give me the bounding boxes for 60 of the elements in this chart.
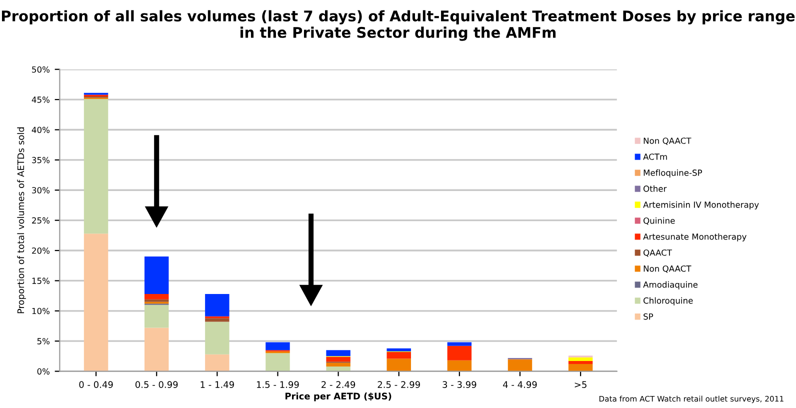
x-tick-label: 0.5 - 0.99 (135, 381, 178, 388)
bar (205, 322, 230, 354)
bar (326, 350, 350, 356)
bar (144, 256, 169, 294)
x-tick-label: 2 - 2.49 (322, 381, 356, 388)
x-tick-label: 4 - 4.99 (503, 381, 537, 388)
x-tick-label: 1 - 1.49 (200, 381, 234, 388)
legend-label: Mefloquine-SP (644, 169, 702, 178)
legend-label: Other (644, 185, 667, 192)
y-tick-label: 50% (32, 66, 50, 73)
legend-label: Non QAACT (644, 265, 692, 273)
bar (508, 359, 532, 372)
bar (84, 98, 108, 234)
y-tick-label: 20% (32, 247, 50, 254)
y-axis-title: Proportion of total volumes of AETDs sold (17, 127, 26, 314)
bar (386, 348, 411, 352)
bar (326, 362, 350, 366)
bar (326, 356, 350, 362)
y-tick-label: 45% (32, 96, 50, 103)
x-tick-label: 0 - 0.49 (79, 381, 113, 388)
chart-title: Proportion of all sales volumes (last 7 days) of Adult-Equivalent Treatment Doses by price range in the Private Sector during the AMFm (2, 10, 795, 41)
y-tick-label: 0% (37, 368, 50, 375)
y-tick-label: 25% (32, 217, 50, 224)
legend-label: Artemisinin IV Monotherapy (643, 201, 759, 210)
y-tick-label: 5% (37, 338, 50, 344)
legend-label: QAACT (644, 249, 672, 257)
legend-label: SP (644, 313, 654, 320)
y-tick-label: 35% (32, 156, 50, 164)
bar (205, 354, 230, 372)
legend-label: ACTm (643, 154, 667, 160)
y-tick-label: 30% (32, 187, 50, 194)
bar (144, 294, 169, 300)
legend-label: Artesunate Monotherapy (643, 233, 746, 242)
bar (447, 342, 472, 346)
bar (447, 346, 472, 360)
x-tick-label: 1.5 - 1.99 (257, 381, 299, 388)
bar (386, 352, 411, 359)
bar (144, 299, 169, 302)
bar (205, 318, 230, 322)
bar (266, 353, 290, 372)
y-tick-label: 15% (32, 278, 50, 284)
bar (205, 294, 230, 316)
x-tick-label: >5 (574, 381, 586, 388)
bar (447, 360, 472, 372)
bar (144, 328, 169, 372)
bar (144, 304, 169, 328)
x-tick-label: 2.5 - 2.99 (378, 381, 420, 388)
bar (84, 234, 108, 372)
legend-label: Quinine (644, 217, 675, 225)
y-tick-label: 40% (32, 126, 50, 134)
bar (266, 342, 290, 350)
x-tick-label: 3 - 3.99 (442, 381, 476, 388)
bar (568, 361, 593, 364)
bar (386, 358, 411, 372)
y-tick-label: 10% (32, 308, 50, 314)
x-axis-title: Price per AETD ($US) (285, 392, 392, 402)
bar (568, 357, 593, 362)
legend-label: Non QAACT (644, 138, 692, 145)
legend-label: Chloroquine (644, 297, 693, 306)
legend-label: Amodiaquine (643, 281, 698, 290)
